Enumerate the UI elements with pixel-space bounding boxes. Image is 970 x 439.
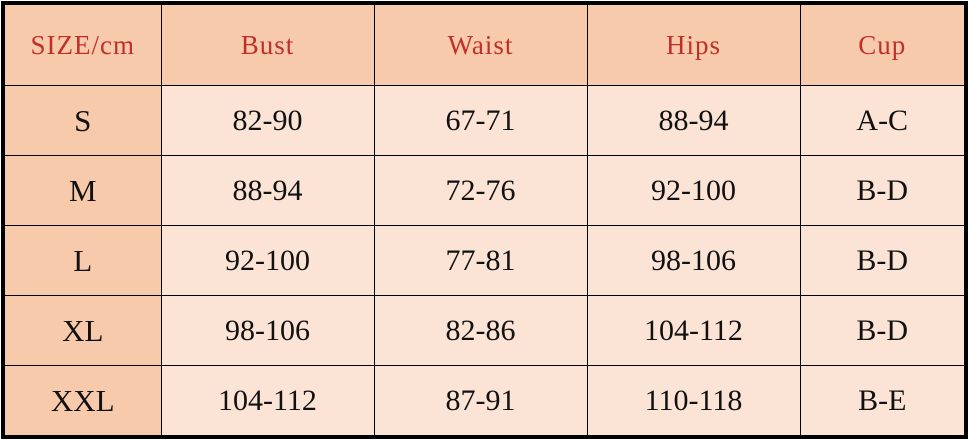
header-row: SIZE/cm Bust Waist Hips Cup — [2, 2, 967, 86]
column-header-sizecm: SIZE/cm — [2, 2, 162, 86]
column-header-hips: Hips — [586, 2, 801, 86]
table-cell: 82-90 — [160, 85, 375, 156]
table-cell: 110-118 — [586, 365, 801, 438]
table-cell: 92-100 — [586, 155, 801, 226]
table-cell: 92-100 — [160, 225, 375, 296]
table-cell: B-D — [799, 155, 967, 226]
table-cell: 77-81 — [373, 225, 588, 296]
column-header-bust: Bust — [160, 2, 375, 86]
table-cell: 98-106 — [160, 295, 375, 366]
table-row: M 88-94 72-76 92-100 B-D — [2, 155, 967, 226]
table-row: L 92-100 77-81 98-106 B-D — [2, 225, 967, 296]
size-label: M — [2, 155, 162, 226]
column-header-cup: Cup — [799, 2, 967, 86]
table-cell: 72-76 — [373, 155, 588, 226]
table-cell: A-C — [799, 85, 967, 156]
table-cell: 88-94 — [586, 85, 801, 156]
table-cell: B-D — [799, 225, 967, 296]
table-cell: 88-94 — [160, 155, 375, 226]
table-cell: B-D — [799, 295, 967, 366]
table-cell: 98-106 — [586, 225, 801, 296]
table-cell: 82-86 — [373, 295, 588, 366]
column-header-waist: Waist — [373, 2, 588, 86]
table-cell: 87-91 — [373, 365, 588, 438]
table-row: XXL 104-112 87-91 110-118 B-E — [2, 365, 967, 438]
size-label: L — [2, 225, 162, 296]
size-label: XL — [2, 295, 162, 366]
size-label: S — [2, 85, 162, 156]
table-cell: 104-112 — [586, 295, 801, 366]
table-cell: 67-71 — [373, 85, 588, 156]
table-cell: 104-112 — [160, 365, 375, 438]
table-row: XL 98-106 82-86 104-112 B-D — [2, 295, 967, 366]
table-row: S 82-90 67-71 88-94 A-C — [2, 85, 967, 156]
table-cell: B-E — [799, 365, 967, 438]
size-label: XXL — [2, 365, 162, 438]
